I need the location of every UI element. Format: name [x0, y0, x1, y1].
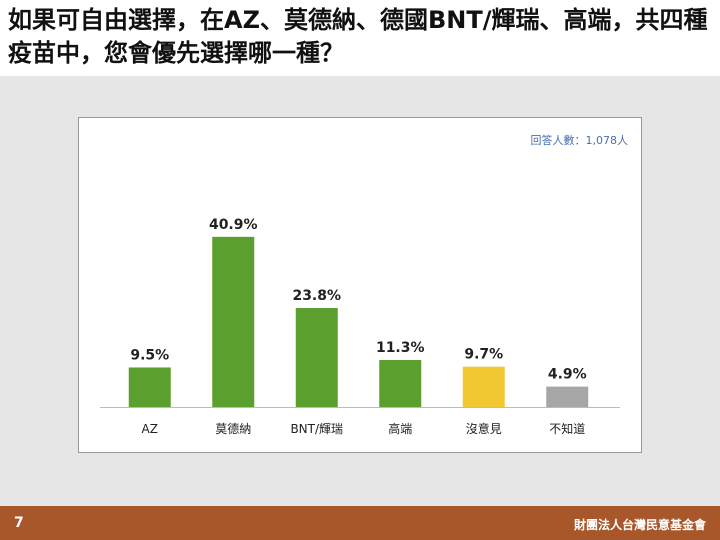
x-tick-label: BNT/輝瑞	[290, 422, 343, 436]
x-tick-label: 不知道	[549, 422, 585, 436]
value-label: 4.9%	[548, 367, 587, 383]
page-number: 7	[14, 515, 24, 531]
value-label: 23.8%	[292, 288, 341, 304]
bar	[462, 366, 505, 407]
value-label: 40.9%	[209, 217, 258, 233]
x-tick-label: 沒意見	[466, 421, 502, 436]
value-label: 9.7%	[464, 347, 503, 363]
footer: 7 財團法人台灣民意基金會	[0, 506, 720, 540]
bar	[128, 367, 171, 407]
slide-title: 如果可自由選擇，在AZ、莫德納、德國BNT/輝瑞、高端，共四種疫苗中，您會優先選…	[8, 6, 708, 67]
x-tick-label: AZ	[142, 422, 158, 436]
respondents-note: 回答人數：1,078人	[531, 133, 629, 147]
bar	[379, 359, 422, 407]
x-tick-label: 莫德納	[215, 421, 251, 436]
organization: 財團法人台灣民意基金會	[573, 518, 706, 532]
chart: 回答人數：1,078人 9.5% AZ 40.9% 莫德納 23.8% BNT/輝瑞 11.…	[78, 117, 642, 453]
bar	[212, 236, 255, 407]
value-label: 11.3%	[376, 340, 425, 356]
bar	[295, 307, 338, 407]
x-tick-label: 高端	[388, 421, 412, 436]
value-label: 9.5%	[130, 347, 169, 363]
bar	[546, 386, 589, 407]
